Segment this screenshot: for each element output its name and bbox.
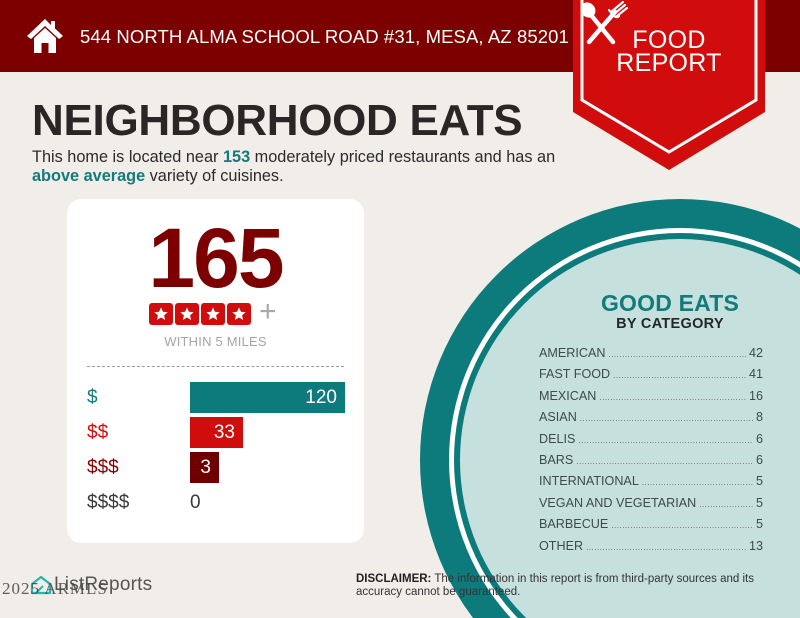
disclaimer-text: The information in this report is from t… — [356, 573, 754, 598]
radius-label: WITHIN 5 MILES — [164, 334, 267, 349]
star-icon — [175, 303, 199, 325]
price-tier-bar: 120 — [190, 382, 345, 413]
plus-icon: + — [259, 295, 277, 328]
price-tier-bar: 3 — [190, 452, 219, 483]
price-tier-row: $ 120 — [67, 382, 364, 414]
dot-leader — [699, 500, 753, 509]
price-tier-label: $$ — [87, 422, 109, 443]
category-name: INTERNATIONAL — [539, 474, 639, 489]
property-address: 544 NORTH ALMA SCHOOL ROAD #31, MESA, AZ… — [80, 26, 569, 47]
dot-leader — [578, 436, 753, 445]
star-icon — [227, 303, 251, 325]
price-tier-row: $$ 33 — [67, 417, 364, 449]
dot-leader — [613, 371, 746, 380]
utensils-icon — [580, 0, 629, 45]
category-name: FAST FOOD — [539, 367, 611, 382]
category-name: VEGAN AND VEGETARIAN — [539, 495, 697, 510]
logo-text: ListReports — [54, 574, 153, 595]
category-name: BARS — [539, 452, 574, 467]
category-count: 6 — [755, 452, 763, 467]
category-name: MEXICAN — [539, 388, 597, 403]
category-name: OTHER — [539, 538, 584, 553]
dot-leader — [611, 521, 753, 530]
price-tier-label: $$$$ — [87, 492, 130, 513]
dot-leader — [586, 543, 746, 552]
category-count: 13 — [748, 538, 763, 553]
summary-text-part: moderately priced restaurants and has an — [250, 148, 556, 166]
star-icon — [149, 303, 173, 325]
dot-leader — [599, 393, 746, 402]
category-row: BARBECUE 5 — [539, 517, 763, 538]
price-tier-label: $ — [87, 387, 98, 408]
category-row: DELIS 6 — [539, 432, 763, 453]
star-rating — [149, 303, 251, 325]
dot-leader — [642, 478, 753, 487]
category-list: AMERICAN42 FAST FOOD41 MEXICAN16 ASIAN8 … — [539, 346, 763, 560]
category-row: INTERNATIONAL 5 — [539, 474, 763, 495]
dot-leader — [608, 350, 746, 359]
dot-leader — [576, 457, 753, 466]
summary-text-part: This home is located near — [32, 148, 223, 166]
good-eats-title: GOOD EATS — [600, 290, 740, 316]
price-tier-label: $$$ — [87, 457, 119, 478]
category-count: 5 — [755, 517, 763, 532]
category-count: 41 — [748, 367, 763, 382]
price-tier-value: 0 — [190, 492, 201, 513]
copyright-watermark: 2025 ARMLS — [2, 579, 108, 598]
category-row: ASIAN 8 — [539, 410, 763, 431]
good-eats-subtitle: BY CATEGORY — [616, 316, 724, 332]
star-icon — [201, 303, 225, 325]
category-name: BARBECUE — [539, 517, 609, 532]
badge-line-2: REPORT — [616, 49, 722, 77]
category-row: MEXICAN 16 — [539, 389, 763, 410]
page-title: NEIGHBORHOOD EATS — [32, 96, 523, 145]
disclaimer: DISCLAIMER: The information in this repo… — [356, 573, 786, 599]
food-report-badge: FOOD REPORT — [573, 0, 765, 170]
restaurant-summary-card: 165 + WITHIN 5 MILES $ 120 $$ 33 $$$ 3 $… — [67, 199, 364, 543]
total-restaurants: 165 — [148, 211, 284, 305]
restaurant-count-highlight: 153 — [222, 148, 251, 166]
category-count: 8 — [755, 410, 763, 425]
logo-house-icon — [30, 575, 52, 595]
category-row: VEGAN AND VEGETARIAN 5 — [539, 496, 763, 517]
category-count: 16 — [748, 388, 763, 403]
dashed-divider — [87, 366, 344, 367]
category-count: 6 — [755, 431, 763, 446]
category-count: 42 — [748, 346, 763, 360]
price-tier-row: $$$$ 0 — [67, 487, 364, 519]
category-count: 5 — [755, 495, 763, 510]
category-name: AMERICAN — [539, 346, 606, 360]
price-tier-bar: 33 — [190, 417, 243, 448]
listreports-logo: ListReports — [30, 574, 152, 596]
summary-text-part: variety of cuisines. — [145, 167, 284, 185]
category-count: 5 — [755, 474, 763, 489]
home-icon — [27, 19, 63, 53]
category-row: OTHER 13 — [539, 539, 763, 560]
category-row: FAST FOOD 41 — [539, 367, 763, 388]
category-row: AMERICAN 42 — [539, 346, 763, 367]
category-name: ASIAN — [539, 410, 577, 425]
category-row: BARS 6 — [539, 453, 763, 474]
category-name: DELIS — [539, 431, 576, 446]
disclaimer-label: DISCLAIMER: — [356, 573, 432, 585]
dot-leader — [580, 414, 753, 423]
summary-text: This home is located near 153 moderately… — [32, 148, 572, 186]
badge-line-1: FOOD — [632, 26, 706, 54]
price-tier-row: $$$ 3 — [67, 452, 364, 484]
variety-highlight: above average — [32, 167, 146, 185]
